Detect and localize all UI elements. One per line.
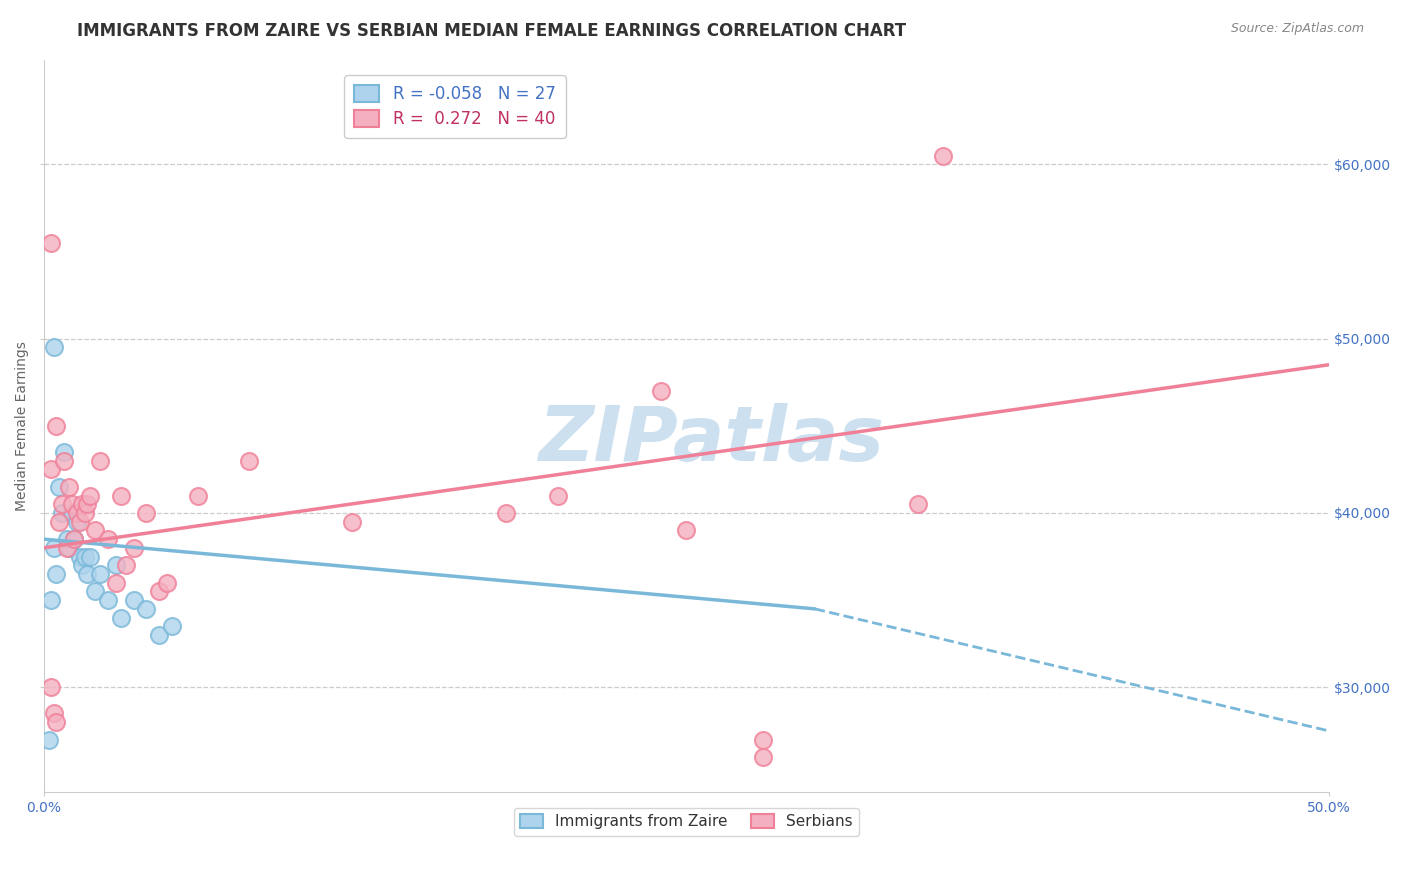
Point	[160, 619, 183, 633]
Point	[89, 566, 111, 581]
Point	[547, 489, 569, 503]
Point	[45, 566, 67, 581]
Point	[66, 515, 89, 529]
Point	[51, 506, 73, 520]
Point	[495, 506, 517, 520]
Point	[69, 515, 91, 529]
Point	[115, 558, 138, 573]
Point	[39, 235, 62, 250]
Point	[42, 706, 65, 721]
Point	[39, 462, 62, 476]
Point	[45, 418, 67, 433]
Point	[48, 480, 70, 494]
Point	[675, 524, 697, 538]
Point	[135, 602, 157, 616]
Point	[907, 497, 929, 511]
Point	[39, 593, 62, 607]
Point	[53, 453, 76, 467]
Point	[110, 489, 132, 503]
Point	[63, 532, 86, 546]
Legend: Immigrants from Zaire, Serbians: Immigrants from Zaire, Serbians	[515, 808, 859, 836]
Point	[76, 497, 98, 511]
Point	[79, 549, 101, 564]
Point	[148, 584, 170, 599]
Text: Source: ZipAtlas.com: Source: ZipAtlas.com	[1230, 22, 1364, 36]
Point	[60, 506, 83, 520]
Point	[73, 549, 96, 564]
Point	[42, 340, 65, 354]
Point	[122, 541, 145, 555]
Text: ZIPatlas: ZIPatlas	[538, 403, 884, 477]
Point	[55, 532, 77, 546]
Point	[148, 628, 170, 642]
Point	[135, 506, 157, 520]
Point	[104, 558, 127, 573]
Point	[932, 148, 955, 162]
Point	[38, 732, 60, 747]
Point	[76, 566, 98, 581]
Point	[70, 497, 93, 511]
Point	[104, 575, 127, 590]
Point	[70, 558, 93, 573]
Point	[238, 453, 260, 467]
Point	[69, 549, 91, 564]
Point	[63, 532, 86, 546]
Point	[73, 506, 96, 520]
Point	[89, 453, 111, 467]
Point	[650, 384, 672, 398]
Point	[58, 541, 80, 555]
Point	[122, 593, 145, 607]
Y-axis label: Median Female Earnings: Median Female Earnings	[15, 341, 30, 511]
Text: IMMIGRANTS FROM ZAIRE VS SERBIAN MEDIAN FEMALE EARNINGS CORRELATION CHART: IMMIGRANTS FROM ZAIRE VS SERBIAN MEDIAN …	[77, 22, 907, 40]
Point	[110, 610, 132, 624]
Point	[39, 681, 62, 695]
Point	[79, 489, 101, 503]
Point	[58, 480, 80, 494]
Point	[53, 445, 76, 459]
Point	[752, 750, 775, 764]
Point	[42, 541, 65, 555]
Point	[66, 506, 89, 520]
Point	[97, 532, 120, 546]
Point	[752, 732, 775, 747]
Point	[187, 489, 209, 503]
Point	[51, 497, 73, 511]
Point	[45, 715, 67, 730]
Point	[48, 515, 70, 529]
Point	[60, 497, 83, 511]
Point	[84, 584, 107, 599]
Point	[156, 575, 179, 590]
Point	[340, 515, 363, 529]
Point	[55, 541, 77, 555]
Point	[84, 524, 107, 538]
Point	[97, 593, 120, 607]
